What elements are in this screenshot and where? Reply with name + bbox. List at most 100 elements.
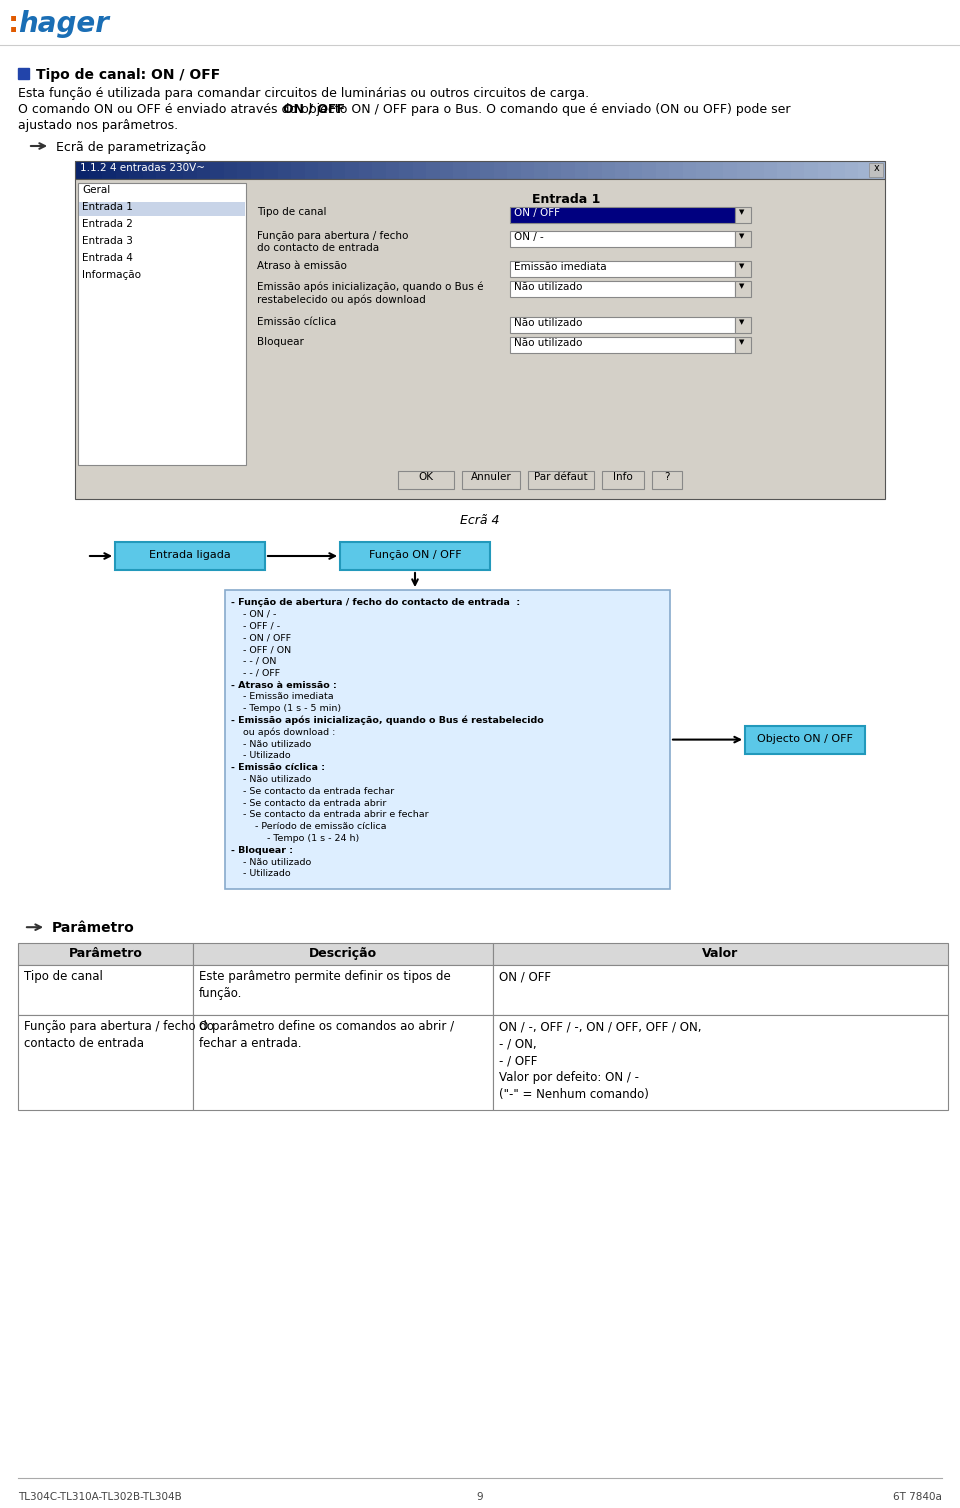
Text: ▼: ▼ (739, 339, 744, 345)
Bar (291, 161, 305, 179)
Bar (78, 182, 246, 464)
Bar (777, 161, 791, 179)
Text: ON / OFF: ON / OFF (514, 208, 560, 219)
Bar (858, 161, 872, 179)
Text: ▼: ▼ (739, 320, 744, 326)
Text: x: x (874, 163, 879, 173)
Bar (510, 261, 735, 277)
Text: TL304C-TL310A-TL302B-TL304B: TL304C-TL310A-TL302B-TL304B (18, 1491, 181, 1502)
Bar (75, 179, 885, 499)
Text: O comando ON ou OFF é enviado através do objecto ON / OFF para o Bus. O comando : O comando ON ou OFF é enviado através do… (18, 103, 790, 116)
Bar (331, 161, 346, 179)
Text: - Se contacto da entrada abrir e fechar: - Se contacto da entrada abrir e fechar (243, 810, 428, 819)
Text: Parâmetro: Parâmetro (68, 947, 142, 961)
Text: Não utilizado: Não utilizado (514, 338, 583, 348)
Bar (507, 161, 521, 179)
Text: Info: Info (613, 472, 633, 483)
Text: Função ON / OFF: Função ON / OFF (369, 550, 462, 559)
Text: - Atraso à emissão :: - Atraso à emissão : (231, 680, 337, 689)
Text: Função para abertura / fecho do
contacto de entrada: Função para abertura / fecho do contacto… (24, 1021, 214, 1050)
Bar (413, 161, 426, 179)
Bar (735, 280, 751, 297)
Bar (193, 965, 493, 1015)
Text: Entrada 4: Entrada 4 (82, 253, 132, 262)
Text: ▼: ▼ (739, 210, 744, 216)
Bar (574, 161, 588, 179)
Bar (156, 161, 170, 179)
Text: Entrada 1: Entrada 1 (532, 193, 600, 207)
Text: - Função de abertura / fecho do contacto de entrada  :: - Função de abertura / fecho do contacto… (231, 599, 520, 608)
Text: - Tempo (1 s - 24 h): - Tempo (1 s - 24 h) (267, 834, 359, 843)
Text: - ON / -: - ON / - (243, 609, 276, 618)
Bar (709, 161, 724, 179)
Bar (75, 161, 885, 179)
Text: Ecrã 4: Ecrã 4 (460, 514, 500, 526)
Text: ▼: ▼ (739, 262, 744, 268)
Bar (869, 163, 883, 176)
Bar (372, 161, 386, 179)
Bar (735, 231, 751, 247)
Bar (750, 161, 764, 179)
Bar (18, 942, 193, 965)
Bar (102, 161, 116, 179)
Text: Emissão imediata: Emissão imediata (514, 262, 607, 271)
Bar (304, 161, 319, 179)
Bar (264, 161, 278, 179)
Text: Par défaut: Par défaut (534, 472, 588, 483)
Text: ▼: ▼ (739, 284, 744, 290)
Bar (510, 231, 735, 247)
Bar (18, 68, 29, 78)
Text: - Emissão cíclica :: - Emissão cíclica : (231, 763, 325, 772)
Text: - OFF / ON: - OFF / ON (243, 645, 291, 654)
Bar (237, 161, 251, 179)
Text: ON / OFF: ON / OFF (499, 970, 551, 983)
Bar (115, 541, 265, 570)
Bar (669, 161, 683, 179)
Bar (88, 161, 103, 179)
Bar (493, 161, 508, 179)
Text: ajustado nos parâmetros.: ajustado nos parâmetros. (18, 119, 179, 133)
Bar (75, 161, 89, 179)
Text: - Não utilizado: - Não utilizado (243, 739, 311, 748)
Bar (79, 202, 245, 216)
Text: Esta função é utilizada para comandar circuitos de luminárias ou outros circuito: Esta função é utilizada para comandar ci… (18, 87, 589, 100)
Bar (197, 161, 210, 179)
Text: - Emissão após inicialização, quando o Bus é restabelecido: - Emissão após inicialização, quando o B… (231, 716, 543, 725)
Bar (831, 161, 845, 179)
Bar (129, 161, 143, 179)
Bar (520, 161, 535, 179)
Bar (277, 161, 292, 179)
Text: OK: OK (419, 472, 434, 483)
Text: - Não utilizado: - Não utilizado (243, 775, 311, 784)
Text: ON / -, OFF / -, ON / OFF, OFF / ON,
- / ON,
- / OFF
Valor por defeito: ON / -
(: ON / -, OFF / -, ON / OFF, OFF / ON, - /… (499, 1021, 702, 1101)
Bar (652, 470, 682, 489)
Text: Entrada 2: Entrada 2 (82, 219, 132, 229)
Bar (735, 336, 751, 353)
Bar (467, 161, 481, 179)
Bar (386, 161, 399, 179)
Bar (183, 161, 197, 179)
Text: Tipo de canal: Tipo de canal (24, 970, 103, 983)
Text: Informação: Informação (82, 270, 141, 280)
Bar (561, 161, 575, 179)
Text: Emissão cíclica: Emissão cíclica (257, 317, 336, 327)
Bar (629, 161, 642, 179)
Bar (18, 965, 193, 1015)
Bar (345, 161, 359, 179)
Text: - OFF / -: - OFF / - (243, 621, 280, 630)
Bar (210, 161, 224, 179)
Bar (225, 590, 670, 890)
Text: Entrada 3: Entrada 3 (82, 235, 132, 246)
Text: Annuler: Annuler (470, 472, 512, 483)
Text: Valor: Valor (703, 947, 738, 961)
Text: - - / ON: - - / ON (243, 657, 276, 667)
Bar (493, 1015, 948, 1110)
Bar (872, 161, 885, 179)
Bar (602, 161, 615, 179)
Bar (142, 161, 156, 179)
Text: Parâmetro: Parâmetro (52, 921, 134, 935)
Text: - Utilizado: - Utilizado (243, 751, 291, 760)
Text: Função para abertura / fecho
do contacto de entrada: Função para abertura / fecho do contacto… (257, 231, 408, 253)
Bar (399, 161, 413, 179)
Text: Ecrã de parametrização: Ecrã de parametrização (56, 142, 206, 154)
